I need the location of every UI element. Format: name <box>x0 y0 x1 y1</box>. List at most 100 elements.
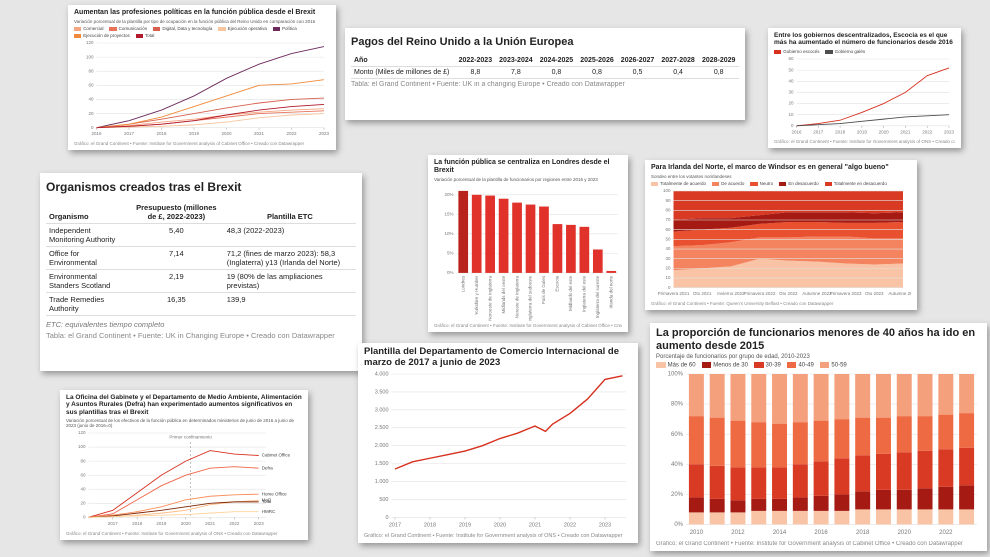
cell: 0,8 <box>536 66 577 79</box>
chart-title: Entre los gobiernos descentralizados, Es… <box>774 32 953 47</box>
series-line <box>88 450 259 519</box>
x-tick-label: Oto 2023 <box>865 291 884 296</box>
bar-segment <box>834 373 850 419</box>
bar-segment <box>834 493 850 511</box>
y-tick-label: 0 <box>385 515 388 521</box>
bar-segment <box>792 463 808 497</box>
bar <box>458 190 469 273</box>
x-tick-label: Primavera 2023 <box>830 291 862 296</box>
y-tick-label: 3.500 <box>375 389 389 395</box>
table-title: Organismos creados tras el Brexit <box>46 180 242 194</box>
legend-label: En desacuerdo <box>788 181 819 187</box>
x-tick-label: Primavera 2022 <box>744 291 776 296</box>
cell: 48,3 (2022-2023) <box>223 223 356 247</box>
x-tick-label: 2017 <box>108 521 119 526</box>
bar-segment <box>834 510 850 524</box>
y-tick-label: 40% <box>671 461 684 467</box>
bar-segment <box>959 412 975 448</box>
bar-segment <box>959 373 975 413</box>
bar-segment <box>855 373 871 418</box>
legend-item: Ejecución de proyectos <box>74 33 130 38</box>
y-tick-label: 100% <box>668 371 684 377</box>
legend-item: Comunicación <box>109 26 147 31</box>
x-tick-label: 2020 <box>181 521 192 526</box>
legend-item: Total <box>135 33 154 38</box>
y-tick-label: 0 <box>791 123 794 128</box>
y-tick-label: 0 <box>83 515 86 520</box>
bar <box>471 194 482 273</box>
legend-swatch <box>786 362 797 368</box>
legend-swatch <box>825 49 833 54</box>
legend-item: De acuerdo <box>711 181 744 186</box>
bar <box>552 224 563 273</box>
bar-segment <box>730 499 746 512</box>
legend-item: Totalmente de acuerdo <box>651 181 706 186</box>
x-tick-label: Midlands del oeste <box>501 276 506 314</box>
bar-segment <box>896 508 912 524</box>
bar-segment <box>772 373 788 424</box>
bar-segment <box>938 448 954 487</box>
bar-segment <box>834 418 850 458</box>
y-tick-label: 50 <box>788 67 794 72</box>
legend-swatch <box>272 26 281 31</box>
chart-source: Gráfico: el Grand Continent • Fuente: In… <box>364 533 623 539</box>
chart: 0 20 40 60 80 100 120 2016 2017 2018 2019 2020 2021 2… <box>86 40 330 136</box>
y-tick-label: 20% <box>444 192 453 197</box>
cell: Monto (Miles de millones de £) <box>351 66 456 79</box>
bar-segment <box>875 373 891 418</box>
bar <box>592 249 603 273</box>
cell: 0,5 <box>617 66 658 79</box>
x-tick-label: Autumne 2022 <box>802 291 832 296</box>
bar-segment <box>917 415 933 451</box>
area <box>673 191 903 221</box>
chart: 0 500 1.000 1.500 2.000 2.500 3.000 3.500 4.000 2… <box>375 371 626 528</box>
card: Entre los gobiernos descentralizados, Es… <box>768 28 961 148</box>
column-header: 2024-2025 <box>536 54 577 67</box>
cell: 16,35 <box>128 292 224 316</box>
column-header: Presupuesto (millones de £, 2022-2023) <box>128 200 224 224</box>
y-tick-label: 15% <box>444 212 453 217</box>
chart-source: Gráfico: el Grand Continent • Fuente: In… <box>656 541 963 547</box>
y-tick-label: 80 <box>665 208 671 213</box>
cell: 7,8 <box>495 66 537 79</box>
bar-segment <box>896 489 912 509</box>
y-tick-label: 40 <box>80 487 86 492</box>
x-tick-label: 2018 <box>132 521 143 526</box>
bar <box>525 204 536 273</box>
chart-subtitle: Variación porcentual de los efectivos de… <box>66 418 295 429</box>
legend-item: 50-59 <box>819 362 847 369</box>
bar-segment <box>772 466 788 499</box>
x-tick-label: 2020 <box>494 522 506 528</box>
bar <box>579 226 590 273</box>
chart-source: Gráfico: el Grand Continent • Fuente: In… <box>434 323 622 328</box>
y-tick-label: 4.000 <box>375 371 389 377</box>
legend-label: Comercial <box>83 26 104 32</box>
legend-label: Ejecución de proyectos <box>83 33 130 39</box>
cell: 71,2 (fines de marzo 2023): 58,3 (Inglat… <box>223 246 356 270</box>
y-tick-label: 20% <box>671 491 684 497</box>
area <box>673 258 903 288</box>
legend-item: Ejecución operativa <box>218 26 267 31</box>
x-tick-label: 2022 <box>939 529 953 535</box>
bar <box>566 224 576 273</box>
x-tick-label: Inglaterra del sureste <box>595 276 600 319</box>
y-tick-label: 50 <box>665 237 671 242</box>
y-tick-label: 60 <box>88 83 94 88</box>
y-tick-label: 2.000 <box>375 443 389 449</box>
legend-swatch <box>74 33 82 38</box>
legend-item: Neutro <box>750 181 773 186</box>
x-tick-label: 2020 <box>898 529 912 535</box>
legend-label: 30-39 <box>765 362 781 369</box>
column-header: 2028-2029 <box>698 54 739 67</box>
y-tick-label: 70 <box>665 217 671 222</box>
y-tick-label: 10% <box>444 231 453 236</box>
y-tick-label: 1.500 <box>375 461 389 467</box>
x-tick-label: 2021 <box>529 522 541 528</box>
legend-item: En desacuerdo <box>779 181 819 187</box>
table-title: Pagos del Reino Unido a la Unión Europea <box>351 36 574 48</box>
bar-segment <box>959 484 975 509</box>
legend-label: Gobierno galés <box>834 48 866 54</box>
x-tick-label: 2021 <box>900 129 911 134</box>
legend-swatch <box>701 362 712 368</box>
bar-segment <box>813 460 829 496</box>
